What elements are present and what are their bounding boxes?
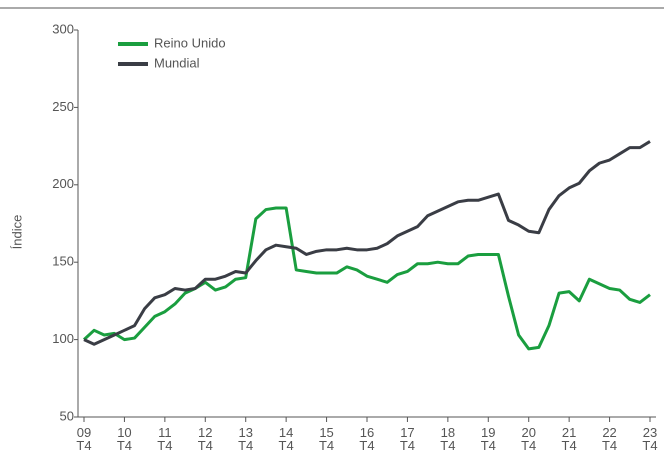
- y-axis-label: Índice: [9, 215, 24, 250]
- y-tick-label: 100: [52, 331, 74, 346]
- y-tick-label: 50: [60, 408, 74, 423]
- x-tick-label: 13 T4: [238, 425, 254, 453]
- x-tick-label: 15 T4: [318, 425, 335, 453]
- line-series: [83, 140, 651, 346]
- legend-label: Mundial: [154, 55, 200, 70]
- y-tick-label: 200: [52, 176, 74, 191]
- x-tick-label: 12 T4: [197, 425, 213, 453]
- x-tick-label: 18 T4: [440, 425, 456, 453]
- legend-label: Reino Unido: [154, 35, 226, 50]
- x-tick-label: 21 T4: [561, 425, 577, 453]
- x-tick-label: 23 T4: [642, 425, 658, 453]
- x-tick-label: 09 T4: [76, 425, 92, 453]
- x-tick-label: 19 T4: [480, 425, 496, 453]
- x-tick-label: 10 T4: [116, 425, 132, 453]
- line-series: [82, 206, 651, 351]
- y-tick-label: 250: [52, 99, 74, 114]
- y-tick-label: 300: [52, 21, 74, 36]
- x-tick-label: 16 T4: [359, 425, 375, 453]
- x-tick-label: 22 T4: [601, 425, 618, 453]
- x-tick-label: 14 T4: [278, 425, 294, 453]
- x-tick-label: 20 T4: [521, 425, 537, 453]
- x-tick-label: 11 T4: [157, 425, 173, 453]
- y-tick-label: 150: [52, 254, 74, 269]
- x-tick-label: 17 T4: [399, 425, 415, 453]
